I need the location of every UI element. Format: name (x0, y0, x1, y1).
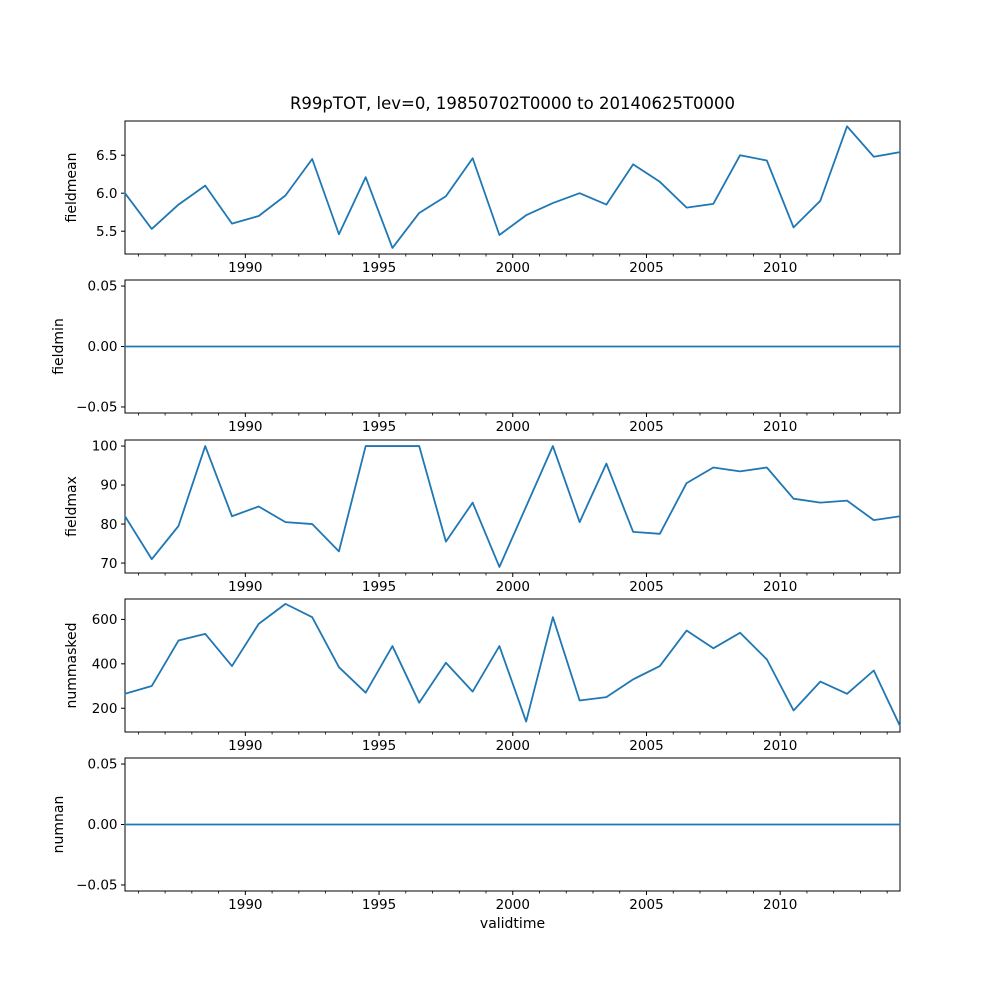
y-axis-title: numnan (51, 796, 67, 854)
subplot-numnan: 1990 1995 2000 2005 2010 0.05 0.00 −0.05 numnan (51, 757, 901, 913)
y-tick-label: 0.05 (87, 757, 117, 773)
x-tick-label: 1995 (362, 579, 396, 595)
y-axis-title: fieldmax (64, 476, 80, 537)
y-tick-label: 80 (100, 517, 117, 533)
x-tick-label: 1995 (362, 897, 396, 913)
x-axis-label: validtime (479, 916, 546, 932)
x-tick-label: 2005 (629, 260, 663, 276)
y-axis-title: nummasked (64, 622, 80, 708)
subplot-nummasked: 1990 1995 2000 2005 2010 200 400 600 nummasked (64, 598, 901, 754)
y-tick-label: 6.0 (96, 186, 117, 202)
x-tick-label: 1990 (228, 738, 262, 754)
x-tick-label: 2005 (629, 738, 663, 754)
axes-frame (124, 120, 901, 255)
y-tick-label: 200 (92, 701, 118, 717)
x-tick-label: 2000 (496, 738, 530, 754)
x-tick-label: 1990 (228, 579, 262, 595)
y-tick-label: 0.00 (87, 339, 117, 355)
y-tick-label: 400 (92, 657, 118, 673)
y-tick-label: 0.00 (87, 817, 117, 833)
subplot-fieldmax: 1990 1995 2000 2005 2010 70 80 90 100 fieldmax (64, 439, 901, 595)
x-tick-label: 1990 (228, 419, 262, 435)
subplot-fieldmin: 1990 1995 2000 2005 2010 0.05 0.00 −0.05 fieldmi… (51, 279, 901, 435)
y-tick-label: 5.5 (96, 224, 117, 240)
y-tick-label: 0.05 (87, 279, 117, 295)
x-tick-label: 2000 (496, 579, 530, 595)
y-tick-label: 70 (100, 556, 117, 572)
fieldmean-line (124, 125, 901, 249)
y-tick-label: 100 (92, 439, 118, 455)
x-tick-label: 1995 (362, 419, 396, 435)
figure-title: R99pTOT, lev=0, 19850702T0000 to 2014062… (289, 94, 736, 113)
x-tick-label: 2010 (763, 738, 797, 754)
x-tick-label: 2010 (763, 897, 797, 913)
x-tick-label: 2010 (763, 419, 797, 435)
x-tick-label: 1990 (228, 897, 262, 913)
fieldmax-line (124, 445, 901, 568)
x-tick-label: 1995 (362, 738, 396, 754)
y-tick-label: 6.5 (96, 148, 117, 164)
x-tick-label: 1995 (362, 260, 396, 276)
y-tick-label: 600 (92, 612, 118, 628)
x-tick-label: 2005 (629, 419, 663, 435)
x-tick-label: 2005 (629, 897, 663, 913)
y-axis-title: fieldmin (51, 318, 67, 375)
y-axis-title: fieldmean (64, 153, 80, 223)
x-tick-label: 1990 (228, 260, 262, 276)
y-tick-label: −0.05 (76, 878, 117, 894)
nummasked-line (124, 602, 901, 727)
x-tick-label: 2010 (763, 260, 797, 276)
x-tick-label: 2000 (496, 260, 530, 276)
x-tick-label: 2000 (496, 419, 530, 435)
y-tick-label: −0.05 (76, 400, 117, 416)
subplot-fieldmean: 1990 1995 2000 2005 2010 5.5 6.0 6.5 fieldmean (64, 120, 901, 276)
axes-frame (124, 598, 901, 733)
x-tick-label: 2010 (763, 579, 797, 595)
axes-frame (124, 439, 901, 574)
y-tick-label: 90 (100, 478, 117, 494)
x-tick-label: 2005 (629, 579, 663, 595)
x-tick-label: 2000 (496, 897, 530, 913)
